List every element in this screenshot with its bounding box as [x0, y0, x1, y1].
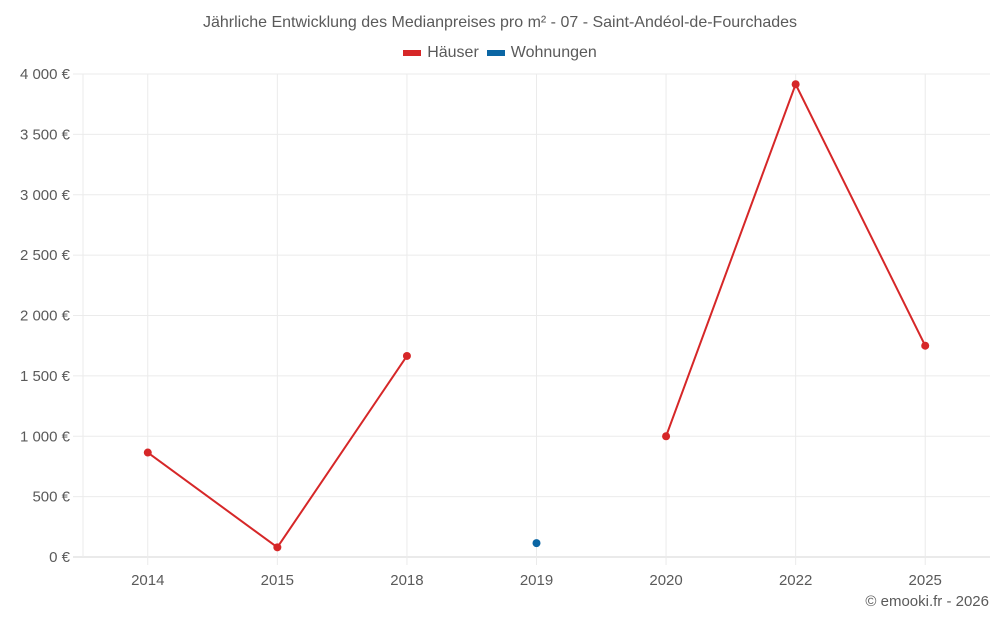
y-tick-label: 3 500 €	[20, 126, 71, 143]
legend-item-houses[interactable]: Häuser	[403, 44, 479, 62]
legend-item-apartments[interactable]: Wohnungen	[486, 44, 597, 62]
data-point-houses[interactable]	[273, 543, 282, 552]
data-point-houses[interactable]	[791, 80, 800, 89]
x-tick-label: 2014	[131, 572, 164, 589]
y-tick-label: 2 000 €	[20, 308, 71, 325]
y-tick-label: 0 €	[49, 549, 71, 566]
data-point-houses[interactable]	[662, 432, 671, 441]
x-tick-label: 2015	[261, 572, 294, 589]
x-tick-label: 2022	[779, 572, 812, 589]
x-tick-label: 2020	[649, 572, 682, 589]
data-point-houses[interactable]	[143, 448, 152, 457]
data-point-houses[interactable]	[921, 341, 930, 350]
credit-text: © emooki.fr - 2026	[865, 593, 989, 610]
legend-label-apartments: Wohnungen	[510, 44, 597, 61]
y-tick-label: 1 500 €	[20, 368, 71, 385]
data-point-houses[interactable]	[402, 351, 411, 360]
data-point-apartments[interactable]	[532, 539, 541, 548]
legend-swatch-houses	[403, 50, 422, 56]
y-tick-label: 1 000 €	[20, 428, 71, 445]
y-tick-label: 500 €	[32, 489, 70, 506]
x-tick-label: 2018	[390, 572, 423, 589]
y-tick-label: 4 000 €	[20, 66, 71, 83]
legend-label-houses: Häuser	[427, 44, 479, 61]
x-tick-label: 2019	[520, 572, 553, 589]
y-tick-label: 3 000 €	[20, 187, 71, 204]
x-tick-label: 2025	[909, 572, 942, 589]
chart-title: Jährliche Entwicklung des Medianpreises …	[202, 14, 798, 31]
y-tick-label: 2 500 €	[20, 247, 71, 264]
legend: Häuser Wohnungen	[0, 44, 1000, 62]
legend-swatch-apartments	[486, 50, 505, 56]
